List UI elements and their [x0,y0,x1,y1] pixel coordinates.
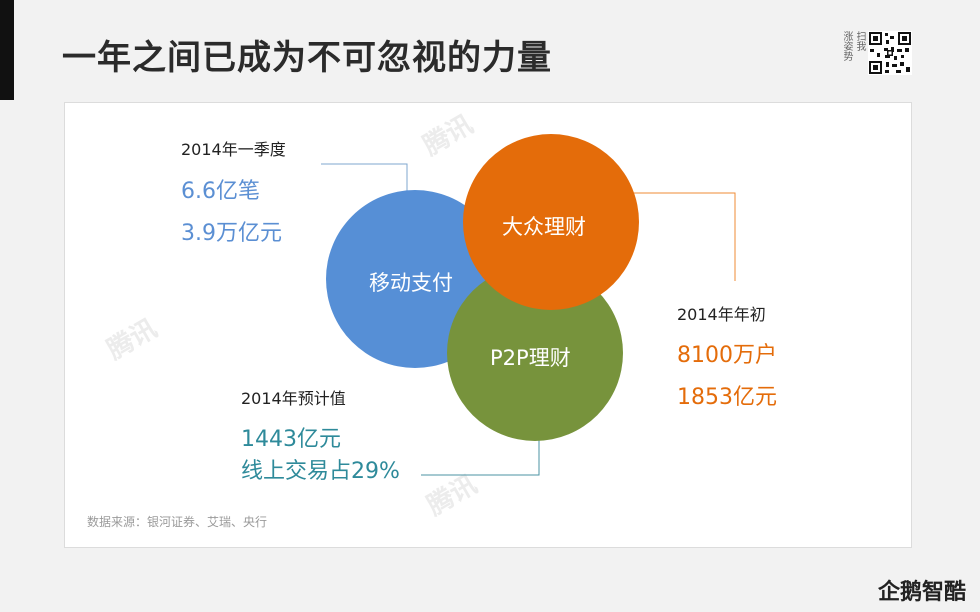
venn-diagram [321,134,736,476]
qr-code-icon[interactable] [868,31,912,75]
mobile-pay-stat-2: 3.9万亿元 [181,221,282,246]
mobile-pay-connector [321,163,408,191]
p2p-stat-title: 2014年预计值 [241,389,346,408]
qr-caption-scan: 扫我 [854,31,865,51]
qr-caption: 涨姿势 [841,31,852,61]
p2p-stat-2: 线上交易占29% [241,459,400,484]
circle-p2p [447,265,623,441]
left-accent-bar [0,0,14,100]
circle-label-p2p: P2P理财 [490,346,571,370]
p2p-connector [421,431,540,476]
p2p-stat-1: 1443亿元 [241,427,341,452]
mobile-pay-stat-title: 2014年一季度 [181,140,286,159]
circle-label-mobile-pay: 移动支付 [369,271,453,295]
mobile-pay-stat-1: 6.6亿笔 [181,179,260,204]
data-source-note: 数据来源：银河证券、艾瑞、央行 [87,515,268,529]
brand-logo: 企鹅智酷 [877,580,966,605]
wealth-stat-title: 2014年年初 [677,305,766,324]
wealth-stat-1: 8100万户 [677,343,777,368]
page-title: 一年之间已成为不可忽视的力量 [62,38,552,78]
circle-label-wealth: 大众理财 [502,215,586,239]
wealth-connector [633,192,736,281]
wealth-stat-2: 1853亿元 [677,385,777,410]
circle-wealth [463,134,639,310]
diagram-panel: 腾讯 腾讯 腾讯 移动支付 大众理财 P2P理财 2014年一季度 6.6亿笔 … [64,102,912,548]
